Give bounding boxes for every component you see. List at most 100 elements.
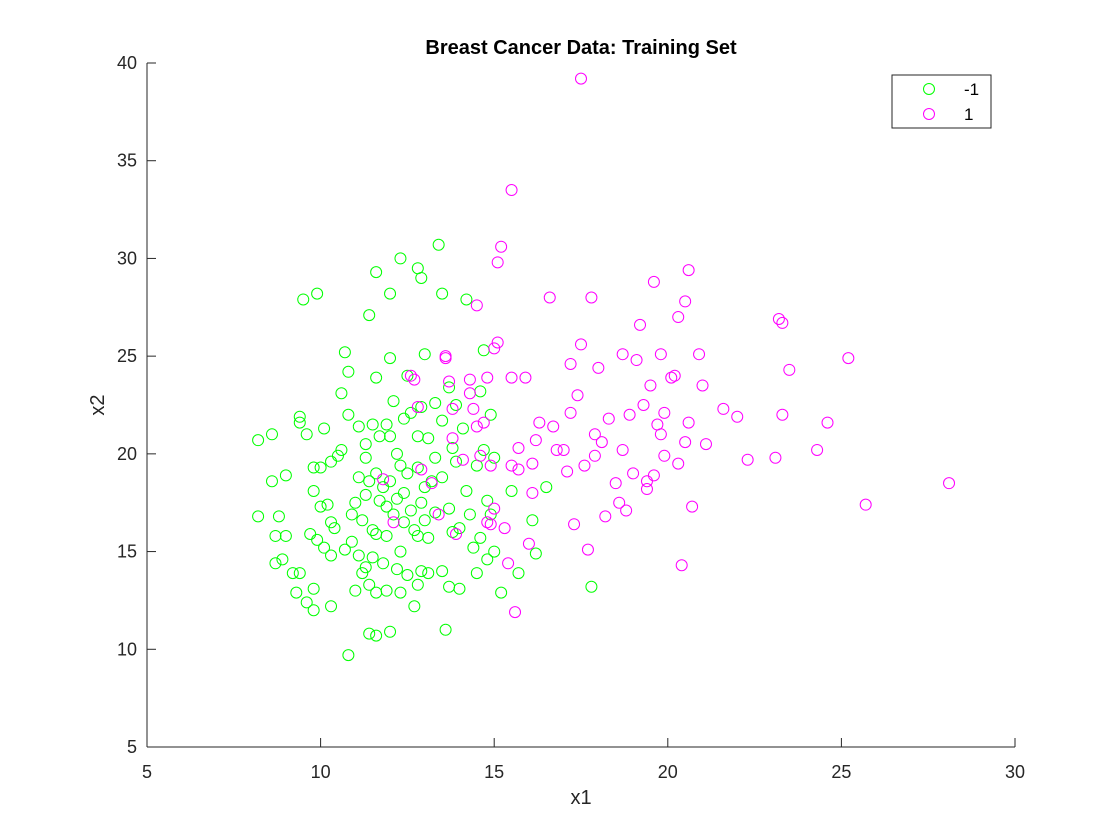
data-point [529, 434, 542, 447]
data-point [321, 498, 334, 511]
data-point [387, 508, 400, 521]
data-point [290, 586, 303, 599]
data-point [654, 428, 667, 441]
data-point [415, 463, 428, 476]
data-point [634, 318, 647, 331]
data-point [359, 561, 372, 574]
points-layer [252, 72, 956, 662]
data-point [390, 492, 403, 505]
data-point [474, 531, 487, 544]
data-point [484, 508, 497, 521]
data-point [404, 369, 417, 382]
x-tick-label: 20 [658, 762, 678, 782]
data-point [252, 510, 265, 523]
x-tick-label: 30 [1005, 762, 1025, 782]
data-point [512, 441, 525, 454]
data-point [543, 291, 556, 304]
data-point [488, 502, 501, 515]
data-point [370, 266, 383, 279]
data-point [446, 402, 459, 415]
data-point [349, 584, 362, 597]
data-point [422, 432, 435, 445]
data-point [411, 578, 424, 591]
data-point [484, 408, 497, 421]
x-axis-label: x1 [570, 787, 591, 809]
data-point [741, 453, 754, 466]
data-point [564, 357, 577, 370]
data-point [363, 627, 376, 640]
data-point [269, 529, 282, 542]
data-point [453, 522, 466, 535]
data-point [640, 475, 653, 488]
data-point [776, 316, 789, 329]
data-point [484, 459, 497, 472]
data-point [373, 430, 386, 443]
data-point [307, 461, 320, 474]
data-point [450, 399, 463, 411]
data-point [366, 551, 379, 564]
data-point [575, 338, 587, 351]
data-point [616, 348, 629, 361]
data-point [488, 342, 501, 355]
data-point [384, 625, 397, 638]
data-point [422, 531, 435, 544]
data-point [338, 543, 351, 556]
data-point [432, 508, 445, 521]
data-point [380, 500, 393, 513]
data-point [550, 443, 563, 456]
data-point [512, 463, 525, 476]
legend: -1 1 [891, 74, 992, 129]
data-point [363, 309, 376, 322]
data-point [397, 412, 410, 425]
data-point [415, 271, 428, 284]
data-point [811, 443, 824, 456]
data-point [467, 402, 480, 415]
data-point [821, 416, 834, 429]
data-point [842, 352, 855, 365]
data-point [654, 348, 667, 361]
data-point [439, 623, 452, 636]
data-point [418, 481, 431, 494]
data-point [682, 264, 695, 277]
data-point [356, 514, 369, 527]
data-point [377, 481, 390, 494]
data-point [380, 529, 393, 542]
data-point [498, 522, 511, 535]
data-point [425, 477, 438, 490]
data-point [477, 416, 490, 429]
data-point [394, 252, 407, 265]
data-point [505, 459, 518, 472]
data-point [450, 455, 463, 468]
data-point [512, 567, 525, 580]
data-point [359, 438, 372, 451]
data-point [370, 629, 383, 642]
data-point [630, 354, 643, 367]
data-point [637, 399, 650, 411]
data-point [488, 451, 501, 464]
data-point [474, 449, 487, 462]
data-point [401, 569, 414, 582]
y-tick-label: 5 [127, 737, 137, 757]
data-point [404, 504, 417, 517]
data-point [338, 346, 351, 359]
data-point [772, 313, 785, 326]
data-point [418, 514, 431, 527]
data-point [470, 567, 483, 580]
data-point [429, 451, 442, 464]
data-point [335, 443, 348, 456]
data-point [731, 410, 744, 423]
data-point [647, 275, 660, 288]
data-point [397, 516, 410, 529]
chart-title: Breast Cancer Data: Training Set [425, 37, 737, 59]
data-point [411, 400, 424, 413]
data-point [436, 414, 449, 427]
data-point [540, 481, 553, 494]
data-point [522, 537, 535, 550]
data-point [783, 363, 796, 376]
data-point [502, 557, 515, 570]
data-point [460, 484, 473, 497]
data-point [686, 500, 699, 513]
data-point [394, 459, 407, 472]
data-point [401, 467, 414, 480]
